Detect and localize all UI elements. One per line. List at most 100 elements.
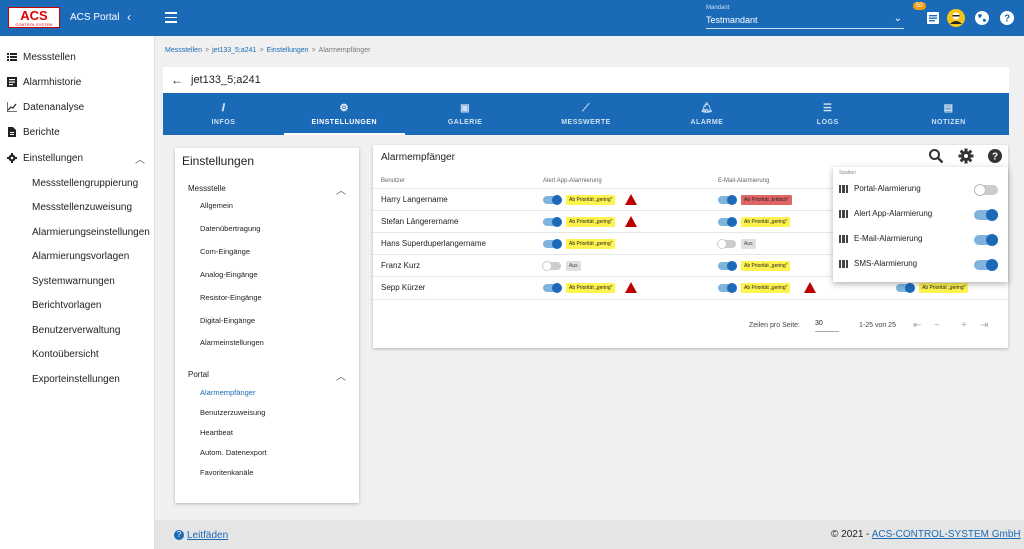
next-page-icon[interactable]: +: [961, 320, 967, 331]
logs-icon: ☰: [822, 102, 833, 114]
settings-item[interactable]: Autom. Datenexport: [200, 448, 267, 457]
warning-icon: [804, 282, 816, 293]
breadcrumb-link[interactable]: Einstellungen: [266, 47, 309, 54]
help-circle-icon: ?: [174, 530, 184, 540]
gear-icon: ⚙: [339, 102, 350, 114]
page-header: ← jet133_5;a241: [163, 67, 1009, 93]
search-icon[interactable]: [928, 148, 944, 164]
portal-column-toggle[interactable]: [974, 184, 998, 196]
tab-einstellungen[interactable]: ⚙ EINSTELLUNGEN: [283, 93, 405, 135]
app-alarm-toggle[interactable]: [543, 217, 562, 227]
column-option-sms: SMS-Alarmierung: [833, 253, 1008, 275]
tab-messwerte[interactable]: ⟋ MESSWERTE: [561, 102, 611, 126]
section-portal[interactable]: Portal ︿: [188, 370, 346, 383]
gear-icon: [7, 153, 17, 163]
sidebar-subitem[interactable]: Alarmierungseinstellungen: [32, 227, 150, 238]
tab-logs[interactable]: ☰ LOGS: [816, 102, 839, 126]
last-page-icon[interactable]: ⇥: [980, 320, 989, 331]
mail-alarm-toggle[interactable]: [718, 195, 737, 205]
section-messstelle[interactable]: Messstelle ︿: [188, 184, 346, 197]
settings-item[interactable]: Allgemein: [200, 201, 233, 210]
history-icon: [7, 77, 17, 87]
priority-tag: Ab Priorität „gering": [741, 217, 791, 227]
user-avatar-icon[interactable]: [947, 9, 965, 27]
tab-alarme[interactable]: 🔔︎ ALARME: [690, 102, 724, 126]
sidebar-subitem[interactable]: Kontoübersicht: [32, 349, 99, 360]
sidebar-item-messstellen[interactable]: Messstellen: [0, 48, 155, 66]
mail-alarm-toggle[interactable]: [718, 283, 737, 293]
popup-header: Spalten: [839, 170, 856, 176]
info-icon: 𝒊: [221, 102, 226, 114]
rows-per-page-select[interactable]: 30: [815, 318, 839, 332]
settings-item[interactable]: Resistor-Eingänge: [200, 293, 262, 302]
sidebar-item-einstellungen[interactable]: Einstellungen ︿: [0, 149, 155, 167]
sidebar-subitem[interactable]: Benutzerverwaltung: [32, 325, 121, 336]
sidebar-subitem[interactable]: Alarmierungsvorlagen: [32, 251, 130, 262]
app-alarm-toggle[interactable]: [542, 261, 561, 271]
sidebar-item-datenanalyse[interactable]: Datenanalyse: [0, 98, 155, 116]
settings-item[interactable]: Benutzerzuweisung: [200, 408, 266, 417]
sidebar-subitem[interactable]: Messstellengruppierung: [32, 178, 139, 189]
previous-page-icon[interactable]: −: [934, 320, 940, 331]
settings-item[interactable]: Digital-Eingänge: [200, 316, 256, 325]
mail-alarm-toggle[interactable]: [717, 239, 736, 249]
gear-icon[interactable]: [958, 148, 974, 164]
sms-column-toggle[interactable]: [974, 259, 998, 271]
settings-item[interactable]: Favoritenkanäle: [200, 468, 254, 477]
first-page-icon[interactable]: ⇤: [913, 320, 922, 331]
breadcrumb-current: Alarmempfänger: [318, 47, 371, 54]
user-name: Stefan Längerername: [381, 217, 459, 226]
acs-logo[interactable]: ACS CONTROL SYSTEM: [8, 7, 60, 28]
sidebar-subitem[interactable]: Berichtvorlagen: [32, 300, 102, 311]
user-name: Franz Kurz: [381, 261, 421, 270]
priority-tag: Ab Priorität „gering": [566, 195, 616, 205]
sidebar-item-alarmhistorie[interactable]: Alarmhistorie: [0, 73, 155, 91]
breadcrumb-link[interactable]: Messstellen: [165, 47, 202, 54]
footer: ? Leitfäden © 2021 - ACS-CONTROL-SYSTEM …: [155, 520, 1024, 549]
bell-icon: 🔔︎: [700, 102, 714, 114]
guides-link[interactable]: Leitfäden: [187, 530, 229, 541]
settings-item-active[interactable]: Alarmempfänger: [200, 388, 256, 397]
mail-alarm-toggle[interactable]: [718, 217, 737, 227]
app-alarm-toggle[interactable]: [543, 195, 562, 205]
column-header-user: Benutzer: [381, 178, 406, 184]
language-globe-icon[interactable]: [973, 9, 991, 27]
columns-popup: Spalten Portal-Alarmierung Alert App-Ala…: [833, 167, 1008, 282]
user-name: Sepp Kürzer: [381, 283, 426, 292]
priority-tag: Ab Priorität „gering": [741, 283, 791, 293]
hamburger-menu-icon[interactable]: [165, 9, 177, 25]
column-option-app: Alert App-Alarmierung: [833, 203, 1008, 225]
app-alarm-toggle[interactable]: [543, 283, 562, 293]
tab-notizen[interactable]: ▤ NOTIZEN: [931, 102, 966, 126]
app-column-toggle[interactable]: [974, 209, 998, 221]
collapse-sidebar-icon[interactable]: ‹: [127, 10, 131, 24]
notifications-list-icon[interactable]: [924, 9, 942, 27]
settings-item[interactable]: Alarmeinstellungen: [200, 338, 264, 347]
mail-alarm-toggle[interactable]: [718, 261, 737, 271]
sidebar-subitem[interactable]: Messstellenzuweisung: [32, 202, 133, 213]
company-link[interactable]: ACS-CONTROL-SYSTEM GmbH: [871, 529, 1021, 540]
help-icon[interactable]: ?: [998, 9, 1016, 27]
sidebar-subitem[interactable]: Systemwarnungen: [32, 276, 115, 287]
help-icon[interactable]: ?: [987, 148, 1003, 164]
sidebar: Messstellen Alarmhistorie Datenanalyse B…: [0, 36, 155, 549]
settings-item[interactable]: Analog-Eingänge: [200, 270, 258, 279]
columns-icon: [839, 185, 848, 193]
sms-alarm-toggle[interactable]: [896, 283, 915, 293]
sidebar-item-berichte[interactable]: Berichte: [0, 123, 155, 141]
mail-column-toggle[interactable]: [974, 234, 998, 246]
tab-galerie[interactable]: ▣ GALERIE: [447, 102, 483, 126]
breadcrumb-link[interactable]: jet133_5;a241: [212, 47, 257, 54]
breadcrumb: Messstellen > jet133_5;a241 > Einstellungen >…: [165, 47, 371, 54]
back-arrow-icon[interactable]: ←: [171, 73, 183, 87]
tab-infos[interactable]: 𝒊 INFOS: [211, 102, 236, 126]
settings-item[interactable]: Datenübertragung: [200, 224, 261, 233]
settings-item[interactable]: Com-Eingänge: [200, 247, 251, 256]
user-name: Harry Langername: [381, 195, 448, 204]
app-alarm-toggle[interactable]: [543, 239, 562, 249]
rows-per-page-label: Zeilen pro Seite:: [749, 322, 800, 329]
sidebar-subitem[interactable]: Exporteinstellungen: [32, 374, 120, 385]
page-title: jet133_5;a241: [191, 74, 261, 86]
mandant-select[interactable]: Mandant Testmandant ⌄: [706, 5, 904, 29]
settings-item[interactable]: Heartbeat: [200, 428, 233, 437]
